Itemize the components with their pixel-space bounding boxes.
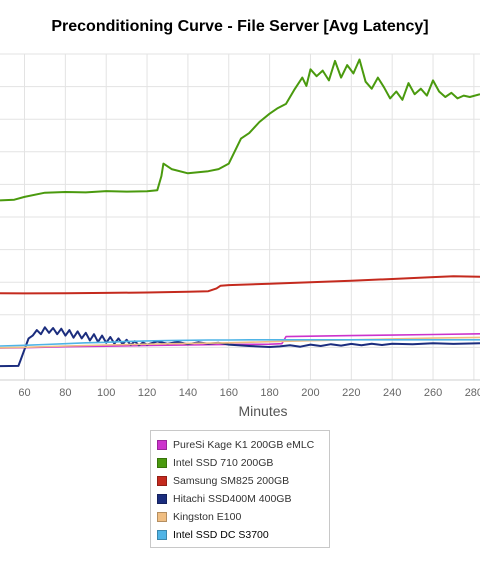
legend-item: Intel SSD DC S3700: [157, 526, 329, 544]
x-tick-label: 260: [424, 387, 442, 399]
legend-label: Intel SSD 710 200GB: [173, 457, 274, 469]
legend-swatch: [157, 494, 167, 504]
series-line-hitachi-ssd400m-400gb: [0, 326, 480, 368]
legend-swatch: [157, 530, 167, 540]
chart-title: Preconditioning Curve - File Server [Avg…: [51, 18, 429, 35]
legend-swatch: [157, 458, 167, 468]
series-line-puresi-kage-k1-200gb-emlc: [0, 333, 480, 349]
legend-label: Hitachi SSD400M 400GB: [173, 493, 292, 505]
legend-item: Kingston E100: [157, 508, 329, 526]
legend-label: Intel SSD DC S3700: [173, 529, 269, 541]
x-tick-label: 140: [179, 387, 197, 399]
x-tick-label: 60: [18, 387, 30, 399]
x-tick-label: 200: [301, 387, 319, 399]
x-tick-label: 120: [138, 387, 156, 399]
x-tick-label: 180: [260, 387, 278, 399]
legend-item: PureSi Kage K1 200GB eMLC: [157, 436, 329, 454]
x-tick-label: 220: [342, 387, 360, 399]
x-tick-label: 160: [220, 387, 238, 399]
series-line-kingston-e100: [0, 336, 480, 349]
legend-item: Hitachi SSD400M 400GB: [157, 490, 329, 508]
legend-label: Samsung SM825 200GB: [173, 475, 290, 487]
legend-label: Kingston E100: [173, 511, 242, 523]
legend-item: Samsung SM825 200GB: [157, 472, 329, 490]
series-line-samsung-sm825-200gb: [0, 275, 480, 295]
x-tick-label: 240: [383, 387, 401, 399]
series-line-intel-ssd-dc-s3700: [0, 339, 480, 347]
x-tick-label: 100: [97, 387, 115, 399]
legend-item: Intel SSD 710 200GB: [157, 454, 329, 472]
x-tick-label: 80: [59, 387, 71, 399]
legend-swatch: [157, 440, 167, 450]
legend-swatch: [157, 512, 167, 522]
legend-label: PureSi Kage K1 200GB eMLC: [173, 439, 315, 451]
chart-legend: PureSi Kage K1 200GB eMLC Intel SSD 710 2…: [150, 430, 330, 548]
line-chart-plot: 60 80 100 120 140 160 180 200 220 240 260 280: [0, 53, 480, 399]
legend-swatch: [157, 476, 167, 486]
x-axis-label: Minutes: [238, 403, 288, 419]
series-line-intel-ssd-710-200gb: [0, 58, 480, 202]
x-tick-label: 280: [465, 387, 480, 399]
